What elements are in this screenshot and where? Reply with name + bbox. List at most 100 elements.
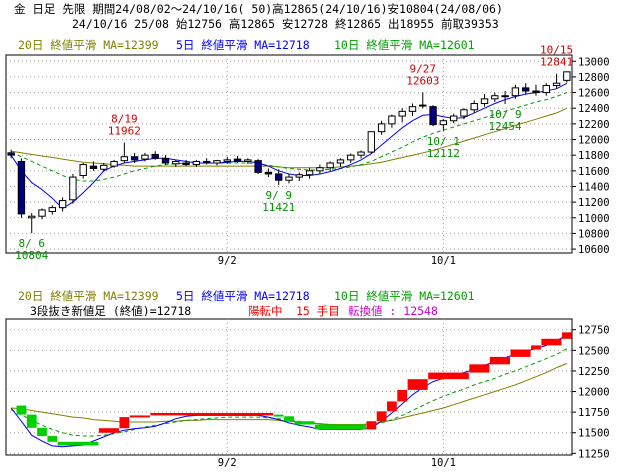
annotation-value: 11962: [108, 124, 141, 137]
break-brick: [150, 412, 274, 416]
candle-body: [100, 164, 108, 170]
break-status-prefix: 3段抜き新値足 (終値)=12718: [30, 304, 191, 318]
candle-body: [254, 160, 262, 173]
candle-body: [429, 106, 437, 126]
candle-body: [522, 87, 530, 92]
candle-body: [367, 131, 376, 153]
legend-ma20-lower: 20日 終値平滑 MA=12399: [18, 289, 159, 303]
break-status-count: 15 手目: [296, 304, 340, 318]
y-tick-label: 12600: [578, 88, 610, 100]
y-tick-label: 13000: [578, 56, 610, 68]
legend-ma10-lower: 10日 終値平滑 MA=12601: [334, 289, 475, 303]
candle-body: [141, 154, 149, 160]
break-status-reversal: 転換値 : 12548: [348, 304, 438, 318]
break-brick: [387, 401, 397, 412]
candle-body: [69, 176, 77, 201]
annotation-date: 10/ 9: [489, 108, 522, 121]
legend-ma5: 5日 終値平滑 MA=12718: [176, 38, 310, 52]
y-tick-label: 12500: [578, 345, 610, 357]
candle-body: [563, 71, 571, 81]
candle-body: [161, 157, 170, 164]
annotation-date: 8/ 6: [18, 237, 45, 250]
candle-body: [460, 109, 468, 117]
y-tick-label: 11800: [578, 150, 610, 162]
candle-body: [285, 176, 293, 181]
annotation-value: 12112: [427, 147, 460, 160]
candle-body: [398, 110, 406, 117]
candle-body: [532, 90, 540, 94]
annotation-date: 10/ 1: [427, 135, 460, 148]
candle-body: [79, 164, 87, 177]
y-tick-label: 11250: [578, 448, 610, 460]
header-line-1: 金 日足 先限 期間24/08/02～24/10/16( 50)高12865(2…: [14, 2, 503, 16]
x-tick-label: 9/2: [218, 255, 237, 267]
break-brick: [376, 411, 387, 422]
candle-body: [28, 215, 36, 219]
y-tick-label: 12750: [578, 325, 610, 337]
y-tick-label: 12000: [578, 135, 610, 147]
plot-frame: [5, 318, 573, 456]
annotation-date: 9/27: [410, 62, 437, 75]
candle-body: [130, 156, 139, 161]
candle-body: [233, 158, 242, 162]
break-brick: [16, 405, 27, 415]
x-tick-label: 10/1: [431, 457, 456, 469]
break-brick: [541, 338, 562, 346]
candle-body: [202, 160, 211, 164]
price-grid: [5, 54, 573, 254]
y-tick-label: 11500: [578, 428, 610, 440]
y-tick-label: 11400: [578, 181, 610, 193]
candle-body: [336, 159, 345, 164]
annotation-value: 12603: [406, 74, 439, 87]
candle-body: [295, 174, 303, 178]
candle-body: [275, 173, 283, 181]
break-status-state: 陽転中: [248, 304, 283, 318]
break-brick: [489, 356, 511, 365]
candle-body: [223, 159, 231, 162]
y-tick-label: 11750: [578, 407, 610, 419]
y-tick-label: 12200: [578, 119, 610, 131]
y-tick-label: 12400: [578, 103, 610, 115]
y-tick-label: 12000: [578, 387, 610, 399]
price-panel: 20日 終値平滑 MA=12399 5日 終値平滑 MA=12718 10日 終…: [5, 38, 610, 267]
y-tick-label: 11600: [578, 166, 610, 178]
break-brick: [47, 436, 58, 442]
y-tick-label: 12800: [578, 72, 610, 84]
break-brick: [314, 424, 366, 430]
x-tick-label: 10/1: [431, 255, 456, 267]
break-panel: 20日 終値平滑 MA=12399 5日 終値平滑 MA=12718 10日 終…: [5, 289, 610, 469]
candle-body: [192, 160, 201, 166]
annotation-date: 10/15: [540, 44, 573, 57]
candle-body: [552, 82, 561, 87]
break-brick: [37, 427, 47, 437]
candle-body: [305, 170, 314, 176]
break-axis: 11250 11500 11750 12000 12250 12500 12750 9/2 10…: [218, 325, 610, 469]
break-brick: [284, 416, 294, 422]
candle-body: [48, 207, 56, 213]
candle-body: [264, 171, 273, 175]
break-brick: [129, 415, 150, 418]
break-brick: [510, 349, 531, 357]
break-bricks: [16, 332, 572, 446]
candle-body: [347, 154, 355, 161]
candle-body: [58, 200, 67, 209]
annotation-date: 8/19: [111, 112, 138, 125]
header-line-2: 24/10/16 25/08 始12756 高12865 安12728 終128…: [72, 17, 499, 31]
candle-body: [89, 165, 98, 169]
candle-body: [511, 87, 520, 97]
legend-ma5-lower: 5日 終値平滑 MA=12718: [176, 289, 310, 303]
candle-body: [542, 85, 550, 94]
candle-body: [377, 123, 386, 133]
legend-ma10: 10日 終値平滑 MA=12601: [334, 38, 475, 52]
candle-body: [316, 167, 324, 172]
break-brick: [407, 379, 428, 390]
candle-body: [213, 160, 221, 164]
break-brick: [294, 421, 315, 425]
candle-body: [419, 104, 427, 107]
y-tick-label: 11000: [578, 213, 610, 225]
break-brick: [469, 364, 490, 373]
candle-body: [17, 160, 26, 215]
